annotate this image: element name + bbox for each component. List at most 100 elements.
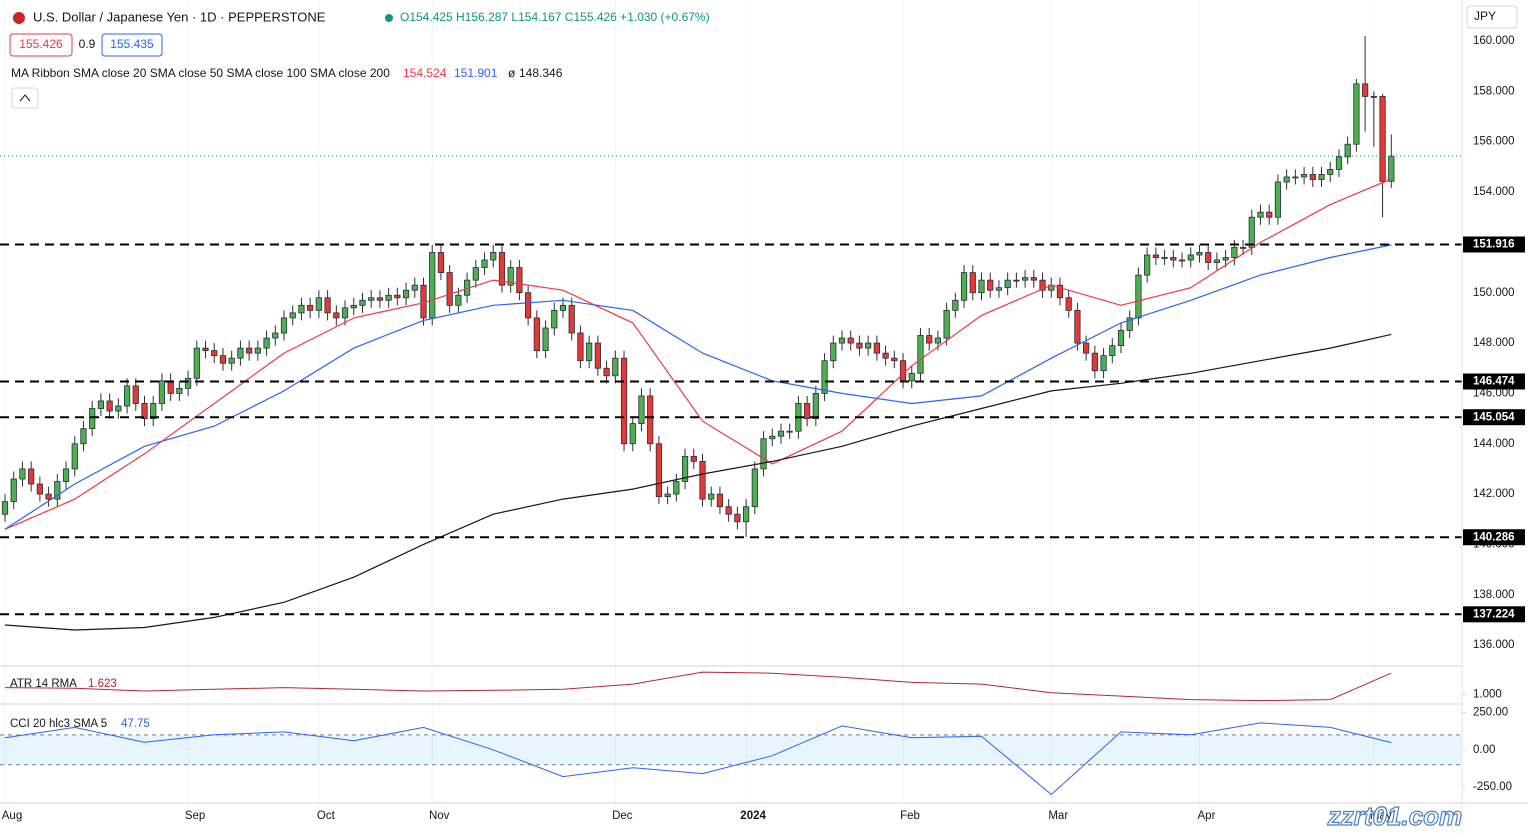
candle-body xyxy=(1300,174,1308,178)
currency: JPY xyxy=(1474,9,1496,23)
candle-body xyxy=(1178,259,1186,262)
y-tick-label: 148.000 xyxy=(1473,337,1515,349)
x-tick-label: Nov xyxy=(429,810,450,822)
x-tick-label: Mar xyxy=(1048,810,1068,822)
candle-body xyxy=(1213,259,1221,263)
y-tick-label: 144.000 xyxy=(1473,438,1515,450)
candle-body xyxy=(1126,317,1133,331)
candle-body xyxy=(376,297,384,301)
level-tag xyxy=(1463,236,1525,253)
market-status xyxy=(385,14,393,22)
candle-body xyxy=(995,287,1003,291)
candle-body xyxy=(167,380,174,394)
candle-body xyxy=(411,284,418,291)
candle-body xyxy=(219,355,227,364)
collapse-button[interactable] xyxy=(11,87,39,109)
candle-body xyxy=(551,309,558,329)
candle-body xyxy=(1161,257,1168,259)
candle-body xyxy=(882,352,889,359)
candle-body xyxy=(725,506,732,515)
candle-body xyxy=(507,267,514,286)
symbol-title[interactable]: U.S. Dollar / Japanese Yen · 1D · PEPPER… xyxy=(33,9,326,24)
candle-body xyxy=(36,483,43,495)
candle-body xyxy=(1239,247,1247,249)
candle-body xyxy=(429,252,436,319)
candle-body xyxy=(594,342,601,369)
candle-body xyxy=(734,513,741,523)
candle-body xyxy=(899,360,907,382)
watermark: zzrt01.com xyxy=(1327,801,1462,831)
candle-body xyxy=(1274,181,1282,218)
candle-body xyxy=(254,347,261,354)
buy-box[interactable] xyxy=(101,33,163,57)
candle-body xyxy=(202,347,209,352)
candle-body xyxy=(71,443,78,470)
candle-body xyxy=(28,468,35,485)
candle-body xyxy=(1170,257,1177,261)
x-tick-label: Oct xyxy=(317,810,336,822)
moving-average xyxy=(4,244,1392,530)
candle-body xyxy=(263,337,270,349)
candle-body xyxy=(211,350,218,357)
candle-body xyxy=(960,272,968,301)
collapse-icon xyxy=(19,94,31,102)
candle-body xyxy=(115,405,122,412)
candle-body xyxy=(821,360,828,394)
indicator-line xyxy=(4,671,1392,702)
candle-body xyxy=(786,430,793,433)
x-tick-label: 2024 xyxy=(740,810,766,822)
candle-body xyxy=(559,304,567,311)
candle-body xyxy=(742,506,750,523)
currency-button[interactable] xyxy=(1466,5,1518,29)
x-tick-label: Apr xyxy=(1198,810,1216,822)
candle-body xyxy=(777,430,785,437)
candle-body xyxy=(1091,352,1098,372)
y-tick-label: 160.000 xyxy=(1473,35,1515,47)
candle-body xyxy=(1344,143,1351,158)
y-tick-label: 136.000 xyxy=(1473,639,1515,651)
candle-body xyxy=(62,468,70,482)
x-tick-label: May xyxy=(1370,810,1392,822)
candle-body xyxy=(1318,174,1325,180)
candle-body xyxy=(246,347,253,354)
ohlc-readout: O154.425 H156.287 L154.167 C155.426 +1.0… xyxy=(400,10,710,24)
level-label: 145.054 xyxy=(1473,411,1515,423)
level-label: 146.474 xyxy=(1473,376,1515,388)
level-tag xyxy=(1463,529,1525,546)
candle-body xyxy=(681,455,689,482)
candle-body xyxy=(1056,284,1064,299)
atr-title: ATR 14 RMA xyxy=(10,678,77,690)
level-tag xyxy=(1463,606,1525,623)
candle-body xyxy=(1144,254,1151,276)
level-tag xyxy=(1463,373,1525,390)
candle-body xyxy=(446,272,453,306)
ma-value: 148.346 xyxy=(519,66,563,80)
candle-body xyxy=(952,299,959,311)
candle-body xyxy=(586,342,593,362)
ma-value: 154.524 xyxy=(403,66,447,80)
x-tick-label: Dec xyxy=(612,810,633,822)
x-tick-label: Sep xyxy=(185,810,205,822)
candle-body xyxy=(350,304,357,309)
candle-body xyxy=(603,367,610,377)
atr-value: 1.623 xyxy=(88,678,117,690)
cci-band xyxy=(0,734,1462,765)
moving-average xyxy=(4,178,1392,530)
y-tick-label: 1.000 xyxy=(1473,688,1502,700)
candle-body xyxy=(272,332,279,339)
y-tick-label: 154.000 xyxy=(1473,186,1515,198)
candle-body xyxy=(516,267,523,294)
candle-body xyxy=(804,403,811,419)
candle-body xyxy=(533,317,540,352)
sell-box[interactable] xyxy=(9,33,73,57)
candle-body xyxy=(673,481,680,495)
candle-body xyxy=(708,493,715,500)
candle-body xyxy=(80,428,87,445)
indicator-label: MA Ribbon SMA close 20 SMA close 50 SMA … xyxy=(11,66,390,80)
candle-body xyxy=(106,400,113,412)
ma-value: 151.901 xyxy=(454,66,498,80)
candle-body xyxy=(1283,176,1290,183)
indicator-line xyxy=(4,722,1392,796)
candle-body xyxy=(664,493,671,498)
